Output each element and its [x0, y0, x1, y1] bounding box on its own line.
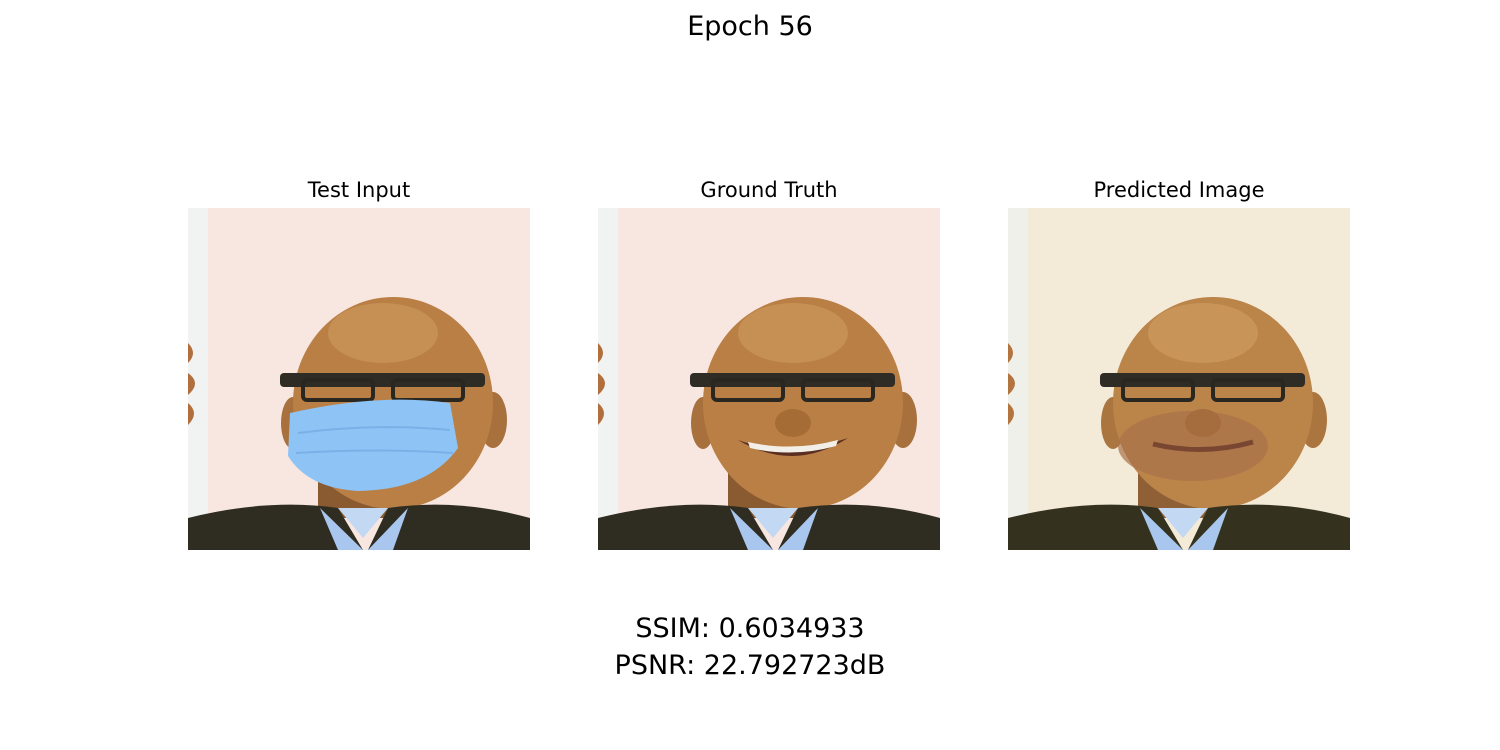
panel-title-ground-truth: Ground Truth [700, 178, 838, 202]
metrics-text: SSIM: 0.6034933 PSNR: 22.792723dB [0, 610, 1500, 684]
panel-test-input: Test Input [188, 176, 530, 550]
panel-title-test-input: Test Input [307, 178, 411, 202]
test-input-image [188, 208, 530, 550]
ground-truth-image [598, 208, 940, 550]
predicted-image [1008, 208, 1350, 550]
panel-title-predicted-image: Predicted Image [1093, 178, 1265, 202]
panel-ground-truth: Ground Truth [598, 176, 940, 550]
figure-title: Epoch 56 [687, 11, 813, 42]
panel-predicted-image: Predicted Image [1008, 176, 1350, 550]
psnr-value: PSNR: 22.792723dB [614, 650, 886, 681]
ssim-value: SSIM: 0.6034933 [635, 613, 865, 644]
